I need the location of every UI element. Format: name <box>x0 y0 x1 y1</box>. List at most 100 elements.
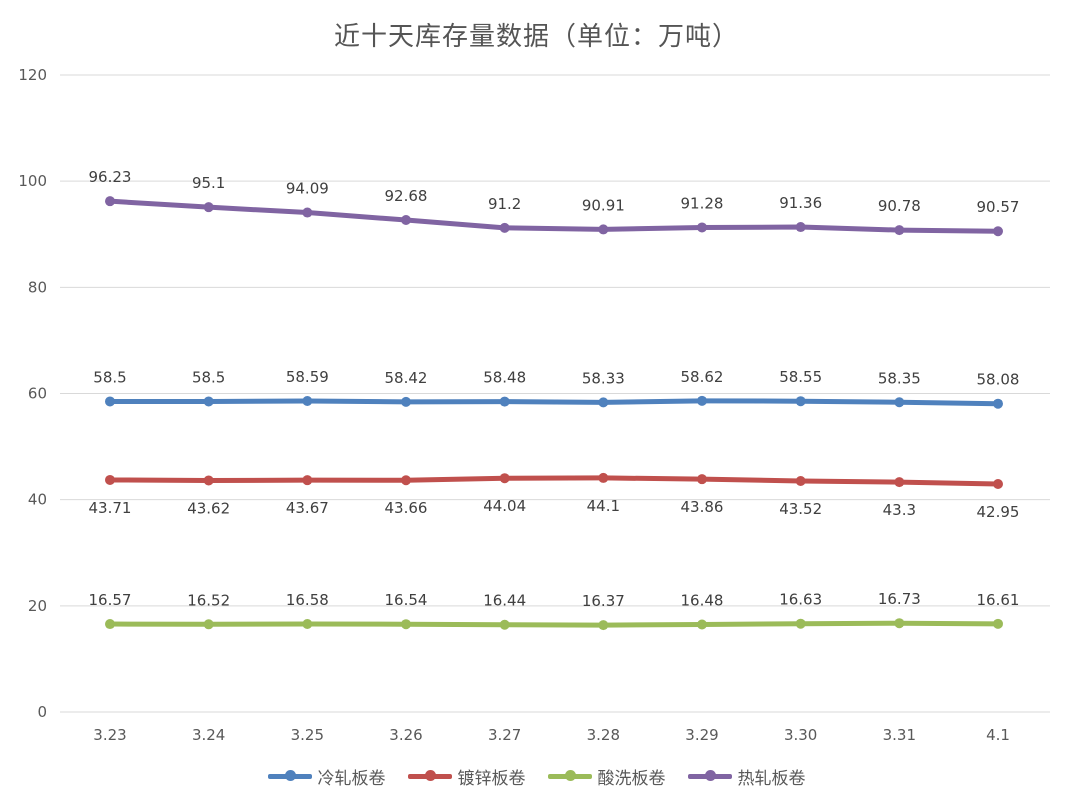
data-point-2-6 <box>697 619 707 630</box>
data-point-1-7 <box>795 475 806 486</box>
data-point-0-9 <box>993 398 1003 409</box>
legend: 冷轧板卷 镀锌板卷 酸洗板卷 热轧板卷 <box>0 764 1073 789</box>
series-line-0 <box>107 398 1001 407</box>
data-label-0-2: 58.59 <box>286 368 329 386</box>
series-line-2 <box>107 620 1001 628</box>
legend-swatch-2 <box>547 770 592 781</box>
data-point-3-6 <box>697 222 707 233</box>
data-point-0-2 <box>302 395 313 406</box>
data-point-1-3 <box>401 475 411 486</box>
data-label-2-0: 16.57 <box>89 591 132 609</box>
legend-item-3: 热轧板卷 <box>687 764 806 789</box>
chart-title: 近十天库存量数据（单位：万吨） <box>333 22 739 52</box>
data-point-3-4 <box>499 222 510 233</box>
legend-label-2: 酸洗板卷 <box>597 769 666 789</box>
data-label-3-9: 90.57 <box>977 198 1020 216</box>
data-label-1-0: 43.71 <box>89 499 132 517</box>
data-label-2-1: 16.52 <box>187 591 230 609</box>
x-tick-label-9: 4.1 <box>986 726 1010 744</box>
data-label-0-5: 58.33 <box>582 369 625 387</box>
data-point-0-0 <box>105 396 115 407</box>
data-label-3-6: 91.28 <box>681 194 724 212</box>
data-point-3-1 <box>203 202 214 213</box>
data-point-1-9 <box>993 479 1003 490</box>
legend-swatch-3 <box>687 770 732 781</box>
data-label-2-8: 16.73 <box>878 590 921 608</box>
data-label-1-6: 43.86 <box>681 498 724 516</box>
data-point-2-1 <box>203 619 214 630</box>
legend-item-1: 镀锌板卷 <box>407 764 526 789</box>
data-label-1-2: 43.67 <box>286 499 329 517</box>
data-point-3-5 <box>598 224 609 235</box>
series-line-1 <box>107 475 1001 487</box>
data-label-0-6: 58.62 <box>681 368 724 386</box>
data-label-0-8: 58.35 <box>878 369 921 387</box>
data-point-0-1 <box>203 396 214 407</box>
data-point-2-8 <box>894 618 905 629</box>
legend-label-1: 镀锌板卷 <box>457 769 526 789</box>
legend-label-3: 热轧板卷 <box>737 769 806 789</box>
data-point-1-6 <box>697 474 707 485</box>
data-point-1-2 <box>302 475 313 486</box>
data-point-2-9 <box>993 618 1003 629</box>
data-label-0-0: 58.5 <box>93 368 126 386</box>
y-axis: 0 20 40 60 80 100 120 <box>18 66 47 721</box>
data-label-3-7: 91.36 <box>779 194 822 212</box>
data-label-1-5: 44.1 <box>587 497 620 515</box>
y-tick-label-6: 120 <box>18 66 47 84</box>
data-label-2-2: 16.58 <box>286 591 329 609</box>
data-point-3-8 <box>894 225 905 236</box>
data-label-0-1: 58.5 <box>192 368 225 386</box>
data-point-3-2 <box>302 207 313 218</box>
series-line-3 <box>107 198 1001 234</box>
data-label-3-8: 90.78 <box>878 197 921 215</box>
data-label-0-4: 58.48 <box>483 369 526 387</box>
legend-label-0: 冷轧板卷 <box>317 769 386 789</box>
data-label-2-7: 16.63 <box>779 591 822 609</box>
legend-item-2: 酸洗板卷 <box>547 764 666 789</box>
data-point-2-3 <box>401 619 411 630</box>
x-tick-label-2: 3.25 <box>291 726 324 744</box>
data-point-0-3 <box>401 396 411 407</box>
data-label-3-4: 91.2 <box>488 195 521 213</box>
x-axis: 3.23 3.24 3.25 3.26 3.27 3.28 3.29 3.30 3.31 4.1 <box>93 726 1010 744</box>
data-label-3-0: 96.23 <box>89 168 132 186</box>
data-label-3-5: 90.91 <box>582 196 625 214</box>
y-tick-label-3: 60 <box>28 385 47 403</box>
y-tick-label-1: 20 <box>28 597 47 615</box>
y-tick-label-0: 0 <box>37 703 47 721</box>
x-tick-label-8: 3.31 <box>883 726 916 744</box>
data-label-1-7: 43.52 <box>779 500 822 518</box>
data-point-0-4 <box>499 396 510 407</box>
data-label-2-9: 16.61 <box>977 591 1020 609</box>
data-label-2-3: 16.54 <box>385 591 428 609</box>
data-label-2-4: 16.44 <box>483 592 526 610</box>
data-label-0-7: 58.55 <box>779 368 822 386</box>
data-label-3-3: 92.68 <box>385 187 428 205</box>
data-label-3-1: 95.1 <box>192 174 225 192</box>
data-point-1-0 <box>105 474 115 485</box>
gridlines <box>60 74 1050 713</box>
data-label-1-1: 43.62 <box>187 499 230 517</box>
data-point-2-4 <box>499 619 510 630</box>
data-point-2-2 <box>302 618 313 629</box>
legend-swatch-1 <box>407 770 452 781</box>
data-label-2-5: 16.37 <box>582 592 625 610</box>
data-point-0-5 <box>598 397 609 408</box>
data-point-2-7 <box>795 618 806 629</box>
data-label-0-9: 58.08 <box>977 371 1020 389</box>
series-group <box>105 196 1003 631</box>
data-label-1-4: 44.04 <box>483 497 526 515</box>
y-tick-label-5: 100 <box>18 172 47 190</box>
data-point-1-1 <box>203 475 214 486</box>
x-tick-label-0: 3.23 <box>93 726 126 744</box>
data-label-2-6: 16.48 <box>681 592 724 610</box>
data-label-1-3: 43.66 <box>385 499 428 517</box>
data-label-1-8: 43.3 <box>883 501 916 519</box>
y-tick-label-2: 40 <box>28 491 47 509</box>
x-tick-label-6: 3.29 <box>685 726 718 744</box>
data-point-1-4 <box>499 473 510 484</box>
data-point-0-7 <box>795 396 806 407</box>
y-tick-label-4: 80 <box>28 278 47 296</box>
